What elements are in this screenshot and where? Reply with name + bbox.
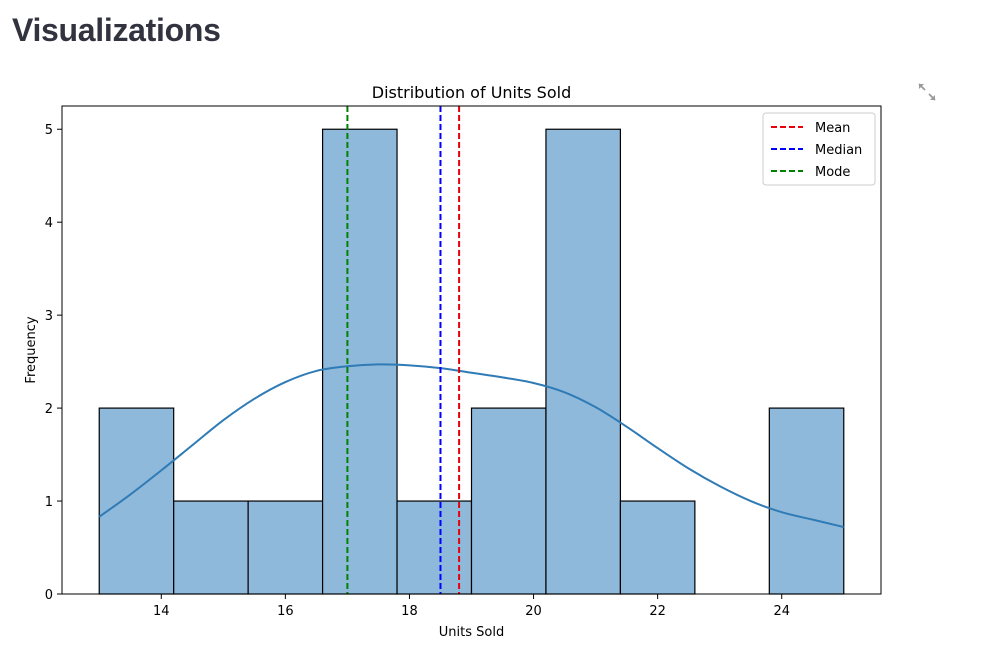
histogram-bar [768,407,845,595]
histogram-bar [321,128,398,595]
x-axis-label: Units Sold [439,625,504,640]
legend-label: Median [815,143,862,158]
legend-label: Mode [815,165,850,180]
x-tick-label: 24 [773,604,790,619]
x-tick-label: 16 [277,604,294,619]
x-tick-label: 20 [525,604,542,619]
histogram-bar [470,407,547,595]
y-tick-label: 0 [45,588,53,603]
x-tick-label: 22 [649,604,666,619]
histogram-bar [396,500,473,595]
legend-box [762,112,876,186]
y-tick-label: 1 [45,495,53,510]
plot-frame [61,105,882,595]
expand-arrows-icon[interactable] [915,80,939,104]
legend-label: Mean [815,121,850,136]
histogram-bar [98,407,175,595]
y-tick-label: 2 [45,402,53,417]
histogram-bar [545,128,622,595]
y-axis-label: Frequency [24,316,39,383]
histogram-bar [247,500,324,595]
y-tick-label: 3 [45,309,53,324]
x-tick-label: 18 [401,604,418,619]
y-tick-label: 5 [45,123,53,138]
y-tick-label: 4 [45,216,53,231]
histogram-bar [619,500,696,595]
chart-title: Distribution of Units Sold [372,83,571,102]
histogram-bar [173,500,249,595]
x-tick-label: 14 [153,604,170,619]
kde-curve [98,363,845,529]
page-title: Visualizations [12,12,221,48]
